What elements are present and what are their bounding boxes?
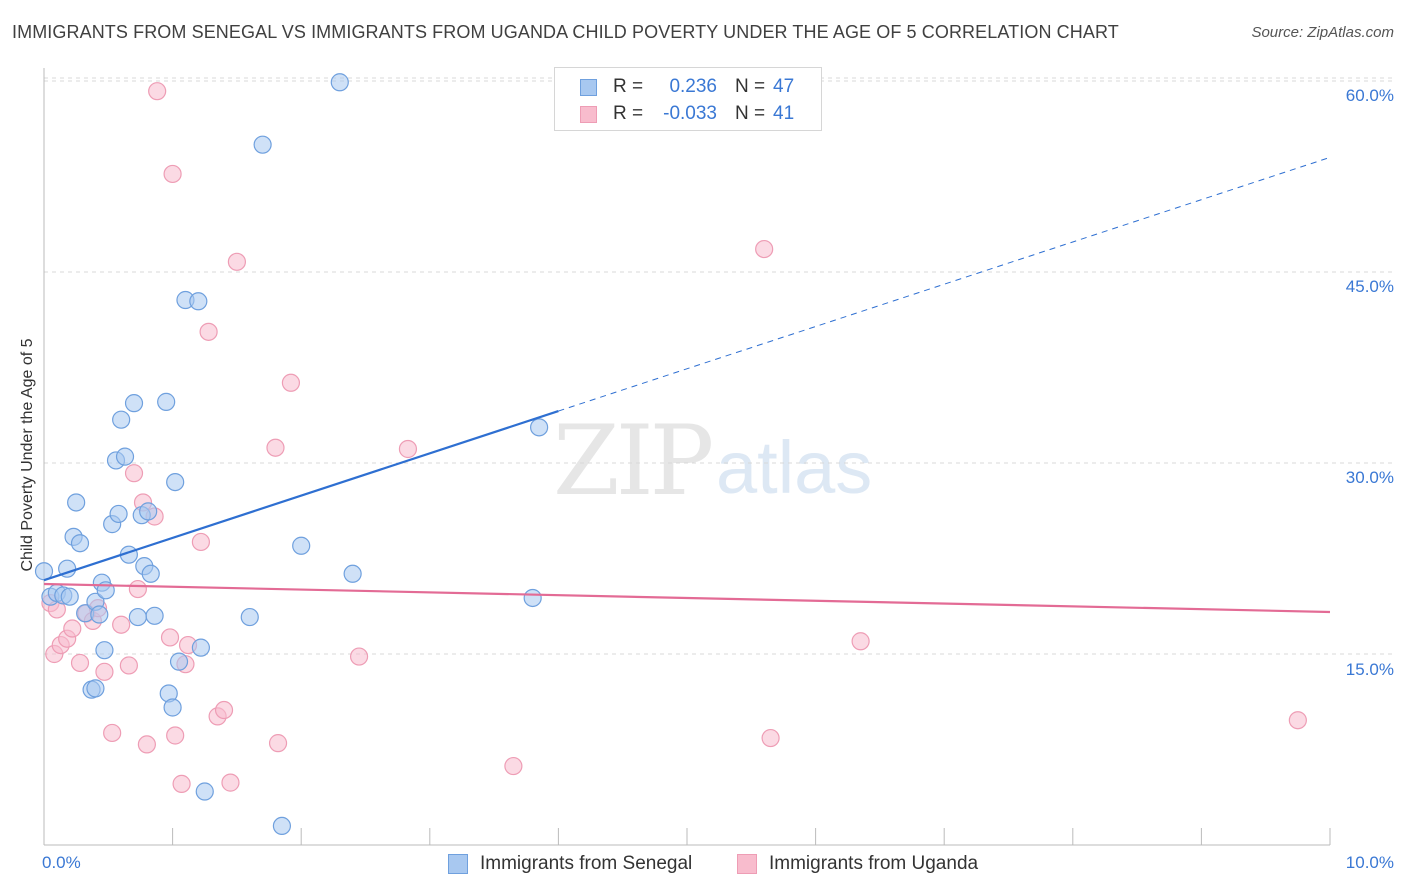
senegal-point-43 (330, 73, 349, 92)
source-label: Source: ZipAtlas.com (1251, 24, 1394, 41)
legend-swatch-uganda (737, 854, 757, 874)
senegal-point-37 (191, 638, 210, 657)
senegal-swatch (580, 79, 597, 96)
uganda-point-5 (63, 619, 82, 638)
y-tick-label-15: 15.0% (1345, 660, 1394, 679)
senegal-point-30 (157, 392, 176, 411)
senegal-point-28 (141, 564, 160, 583)
uganda-point-31 (227, 252, 246, 271)
uganda-point-21 (163, 164, 182, 184)
uganda-point-13 (119, 656, 138, 675)
senegal-r-value: 0.236 (669, 76, 717, 97)
senegal-point-23 (124, 394, 144, 413)
uganda-point-38 (755, 239, 774, 259)
legend: Immigrants from Senegal Immigrants from … (0, 852, 1406, 878)
senegal-point-24 (128, 607, 147, 627)
uganda-point-32 (266, 438, 285, 457)
senegal-point-5 (60, 587, 79, 606)
uganda-point-33 (268, 734, 288, 753)
y-tick-label-45: 45.0% (1345, 277, 1394, 296)
legend-swatch-senegal (448, 854, 468, 874)
uganda-r-value: -0.033 (663, 103, 717, 124)
senegal-point-11 (86, 679, 105, 698)
senegal-n-label: N = (735, 76, 766, 97)
uganda-point-20 (160, 628, 180, 647)
uganda-point-12 (112, 615, 131, 634)
senegal-point-39 (240, 607, 259, 627)
senegal-point-38 (195, 782, 214, 801)
legend-label-senegal: Immigrants from Senegal (480, 853, 693, 874)
stats-row-uganda: R = -0.033 N = 41 (555, 101, 821, 127)
watermark-atlas: atlas (716, 426, 873, 509)
senegal-point-34 (169, 652, 189, 671)
y-axis-label: Child Poverty Under the Age of 5 (19, 338, 36, 572)
stats-row-senegal: R = 0.236 N = 47 (555, 74, 821, 100)
senegal-point-7 (67, 493, 86, 512)
uganda-point-11 (103, 723, 122, 743)
uganda-point-17 (137, 735, 156, 754)
senegal-point-20 (112, 410, 131, 429)
uganda-point-15 (128, 579, 147, 599)
uganda-point-34 (281, 373, 301, 392)
senegal-point-8 (70, 534, 90, 553)
senegal-r-label: R = (613, 76, 644, 97)
x-tick-label-max: 10.0% (1345, 853, 1394, 872)
uganda-point-22 (166, 726, 185, 745)
uganda-point-23 (172, 774, 191, 793)
x-tick-label-min: 0.0% (42, 853, 81, 872)
uganda-point-37 (504, 756, 523, 776)
senegal-point-44 (343, 564, 362, 583)
stats-box: R = 0.236 N = 47 R = -0.033 N = 41 (554, 67, 822, 131)
uganda-point-30 (221, 773, 240, 792)
watermark-zip: ZIP (553, 405, 714, 517)
uganda-point-26 (191, 532, 210, 552)
senegal-point-33 (166, 473, 185, 492)
uganda-point-27 (199, 322, 218, 341)
senegal-point-46 (530, 418, 549, 437)
senegal-point-32 (163, 698, 182, 717)
uganda-point-14 (124, 464, 144, 483)
uganda-trend-line (43, 582, 1331, 614)
uganda-point-35 (349, 647, 369, 666)
senegal-point-36 (189, 292, 208, 311)
uganda-point-6 (70, 653, 90, 673)
senegal-n-value: 47 (773, 76, 795, 97)
senegal-trend-extension (558, 156, 1331, 412)
legend-label-uganda: Immigrants from Uganda (769, 853, 979, 874)
uganda-point-36 (398, 439, 418, 459)
senegal-trend-line (43, 410, 559, 582)
senegal-point-42 (292, 536, 311, 555)
uganda-point-39 (761, 728, 780, 748)
senegal-point-19 (109, 504, 128, 524)
uganda-point-40 (851, 632, 870, 651)
uganda-point-29 (214, 700, 234, 720)
chart-title: IMMIGRANTS FROM SENEGAL VS IMMIGRANTS FR… (12, 22, 1119, 42)
uganda-swatch (580, 106, 597, 123)
senegal-point-29 (145, 606, 164, 625)
uganda-n-label: N = (735, 103, 766, 124)
senegal-point-13 (90, 605, 109, 624)
senegal-point-40 (253, 135, 272, 154)
uganda-point-41 (1288, 711, 1307, 730)
y-tick-label-60: 60.0% (1345, 86, 1394, 105)
senegal-point-21 (115, 447, 135, 466)
senegal-point-27 (139, 502, 158, 521)
y-tick-label-30: 30.0% (1345, 468, 1394, 487)
uganda-n-value: 41 (773, 103, 795, 124)
senegal-point-41 (272, 816, 292, 836)
uganda-r-label: R = (613, 103, 644, 124)
senegal-point-45 (523, 588, 542, 608)
senegal-point-15 (95, 641, 114, 660)
uganda-point-10 (95, 662, 114, 681)
uganda-point-19 (148, 82, 167, 101)
